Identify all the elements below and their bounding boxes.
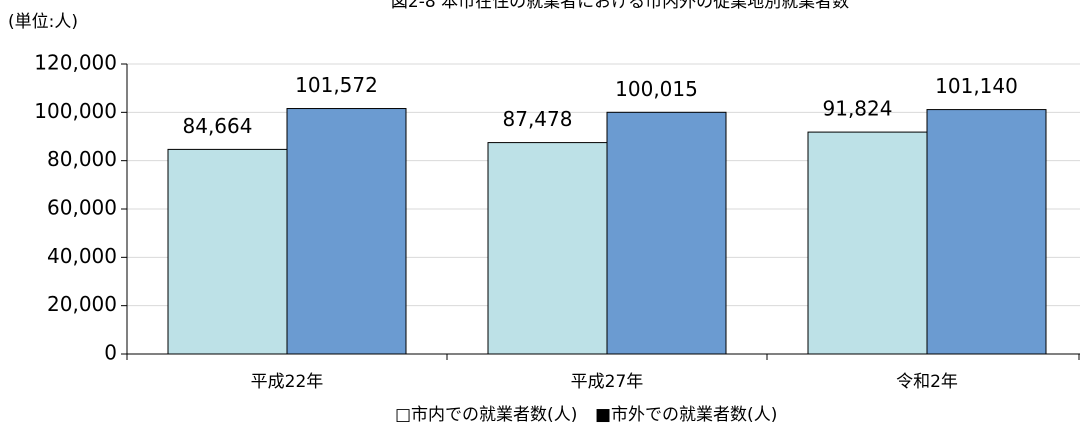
y-tick-label: 20,000 bbox=[47, 292, 117, 316]
bar bbox=[487, 142, 608, 355]
bar bbox=[926, 109, 1047, 355]
value-label: 91,824 bbox=[823, 97, 893, 121]
value-label: 100,015 bbox=[615, 77, 698, 101]
y-tick-label: 120,000 bbox=[34, 51, 117, 75]
y-tick-label: 60,000 bbox=[47, 196, 117, 220]
y-unit: (単位:人) bbox=[8, 12, 78, 32]
y-tick-label: 40,000 bbox=[47, 244, 117, 268]
x-tick-label: 令和2年 bbox=[896, 372, 958, 392]
y-tick-label: 80,000 bbox=[47, 147, 117, 171]
value-label: 101,572 bbox=[295, 73, 378, 97]
value-label: 87,478 bbox=[503, 107, 573, 131]
legend-label: □市内での就業者数(人) bbox=[395, 405, 577, 425]
value-label: 84,664 bbox=[183, 114, 253, 138]
chart-title: 図2-8 本市在住の就業者における市内外の従業地別就業者数 bbox=[391, 0, 849, 12]
bar bbox=[807, 131, 928, 355]
y-tick-label: 100,000 bbox=[34, 99, 117, 123]
value-label: 101,140 bbox=[935, 74, 1018, 98]
x-tick-label: 平成22年 bbox=[251, 372, 324, 392]
bar bbox=[606, 111, 727, 355]
y-tick-label: 0 bbox=[104, 341, 117, 365]
bar bbox=[167, 148, 288, 355]
bar bbox=[286, 108, 407, 355]
x-tick-label: 平成27年 bbox=[571, 372, 644, 392]
legend-label: ■市外での就業者数(人) bbox=[595, 405, 777, 425]
